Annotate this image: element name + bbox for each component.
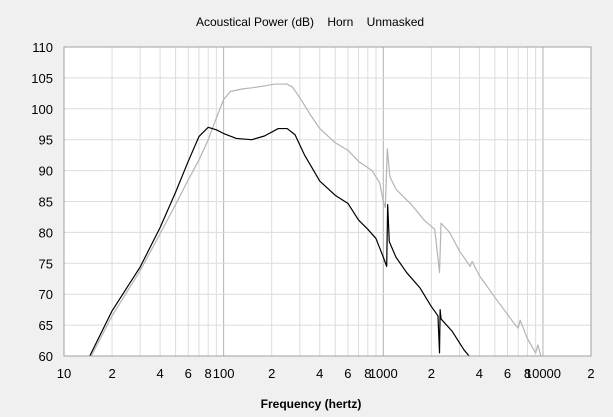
y-tick-label: 85 bbox=[39, 195, 53, 210]
chart-title: Acoustical Power (dB) Horn Unmasked bbox=[196, 15, 424, 29]
x-tick-label: 4 bbox=[156, 366, 163, 381]
x-tick-label: 2 bbox=[428, 366, 435, 381]
series-line bbox=[89, 126, 470, 356]
x-tick-label: 4 bbox=[316, 366, 323, 381]
x-tick-label: 2 bbox=[587, 366, 594, 381]
y-axis-ticks: 60 65 70 75 80 85 90 95 100 105 110 bbox=[31, 40, 53, 364]
x-tick-label: 2 bbox=[268, 366, 275, 381]
x-tick-label: 10 bbox=[57, 366, 71, 381]
series-lines bbox=[89, 83, 542, 356]
x-tick-label: 4 bbox=[476, 366, 483, 381]
y-tick-label: 60 bbox=[39, 349, 53, 364]
series-line bbox=[90, 83, 542, 356]
y-tick-label: 105 bbox=[31, 71, 53, 86]
y-tick-label: 100 bbox=[31, 102, 53, 117]
x-tick-label: 2 bbox=[108, 366, 115, 381]
x-axis-label: Frequency (hertz) bbox=[261, 397, 362, 411]
x-tick-label: 1000 bbox=[369, 366, 398, 381]
x-tick-label: 6 bbox=[344, 366, 351, 381]
x-tick-label: 8 bbox=[205, 366, 212, 381]
y-tick-label: 75 bbox=[39, 256, 53, 271]
x-tick-label: 100 bbox=[213, 366, 235, 381]
plot-frame bbox=[63, 46, 592, 357]
y-tick-label: 65 bbox=[39, 318, 53, 333]
grid-lines bbox=[63, 47, 592, 356]
x-tick-label: 10000 bbox=[525, 366, 561, 381]
x-tick-label: 8 bbox=[524, 366, 531, 381]
y-tick-label: 90 bbox=[39, 164, 53, 179]
y-tick-label: 80 bbox=[39, 225, 53, 240]
x-tick-label: 8 bbox=[364, 366, 371, 381]
x-tick-label: 6 bbox=[504, 366, 511, 381]
x-tick-label: 6 bbox=[185, 366, 192, 381]
y-tick-label: 110 bbox=[32, 40, 53, 55]
y-tick-label: 70 bbox=[39, 287, 53, 302]
y-tick-label: 95 bbox=[39, 133, 53, 148]
